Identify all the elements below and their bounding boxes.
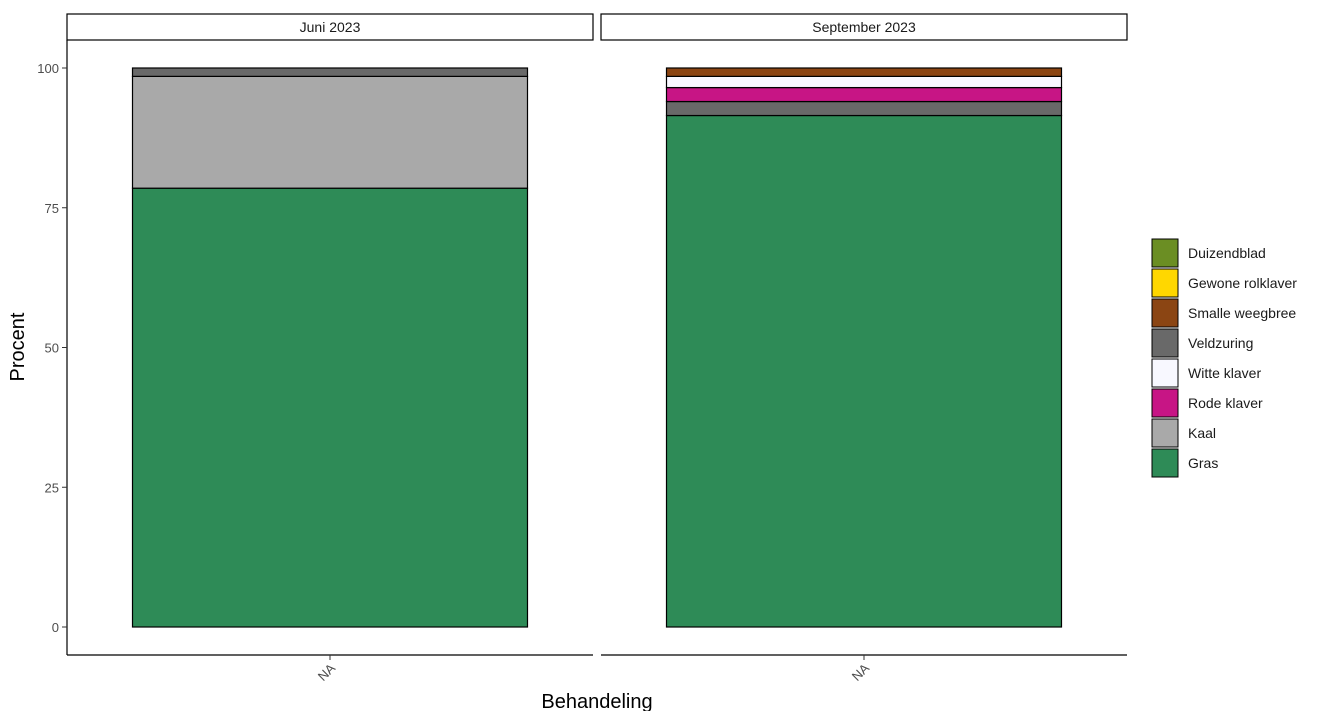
legend-swatch (1151, 268, 1179, 298)
facet-strip (66, 13, 594, 41)
legend-label: Smalle weegbree (1188, 305, 1296, 321)
legend-swatch (1151, 448, 1179, 478)
bar-segment-gras (131, 187, 529, 628)
y-tick-label: 100 (37, 61, 59, 76)
legend-swatch (1151, 328, 1179, 358)
legend-swatch (1151, 358, 1179, 388)
bar-segment-witte-klaver (665, 75, 1063, 89)
facet-strip (600, 13, 1128, 41)
facet-strip-label: September 2023 (812, 19, 916, 35)
y-axis-title: Procent (7, 312, 29, 381)
legend-swatch (1151, 388, 1179, 418)
legend-swatch (1151, 418, 1179, 448)
legend-label: Veldzuring (1188, 335, 1253, 351)
y-tick-label: 25 (45, 480, 59, 495)
x-tick-label: NA (315, 660, 339, 684)
facet-strip-label: Juni 2023 (300, 19, 361, 35)
legend-item: Rode klaver (1151, 388, 1263, 418)
legend-item: Duizendblad (1151, 238, 1266, 268)
legend-label: Witte klaver (1188, 365, 1261, 381)
legend-label: Duizendblad (1188, 245, 1266, 261)
y-tick-label: 75 (45, 201, 59, 216)
x-tick-label: NA (849, 660, 873, 684)
x-axis-title: Behandeling (541, 691, 652, 711)
facet-panel: September 2023 NA (600, 13, 1128, 684)
legend-swatch (1151, 298, 1179, 328)
legend-label: Rode klaver (1188, 395, 1263, 411)
legend-item: Smalle weegbree (1151, 298, 1296, 328)
bar-segment-veldzuring (665, 100, 1063, 117)
legend-label: Gras (1188, 455, 1218, 471)
y-tick-label: 50 (45, 341, 59, 356)
legend-item: Veldzuring (1151, 328, 1253, 358)
y-tick-label: 0 (52, 620, 59, 635)
legend-swatch (1151, 238, 1179, 268)
legend-label: Kaal (1188, 425, 1216, 441)
axes-layer: 0 25 50 75 100 (37, 40, 68, 655)
bar-segment-gras (665, 114, 1063, 628)
legend-label: Gewone rolklaver (1188, 275, 1297, 291)
bar-segment-kaal (131, 75, 529, 189)
bar-segment-rode-klaver (665, 86, 1063, 103)
legend-item: Gras (1151, 448, 1218, 478)
legend-item: Gewone rolklaver (1151, 268, 1297, 298)
facet-panel: Juni 2023 NA (66, 13, 594, 684)
legend-item: Witte klaver (1151, 358, 1261, 388)
legend-item: Kaal (1151, 418, 1216, 448)
panels-layer: Juni 2023 NA September 2023 NA (66, 13, 1128, 684)
legend: Duizendblad Gewone rolklaver Smalle weegbr… (1151, 238, 1297, 478)
bar-segment-veldzuring (131, 67, 529, 77)
bar-segment-smalle-weegbree (665, 67, 1063, 77)
